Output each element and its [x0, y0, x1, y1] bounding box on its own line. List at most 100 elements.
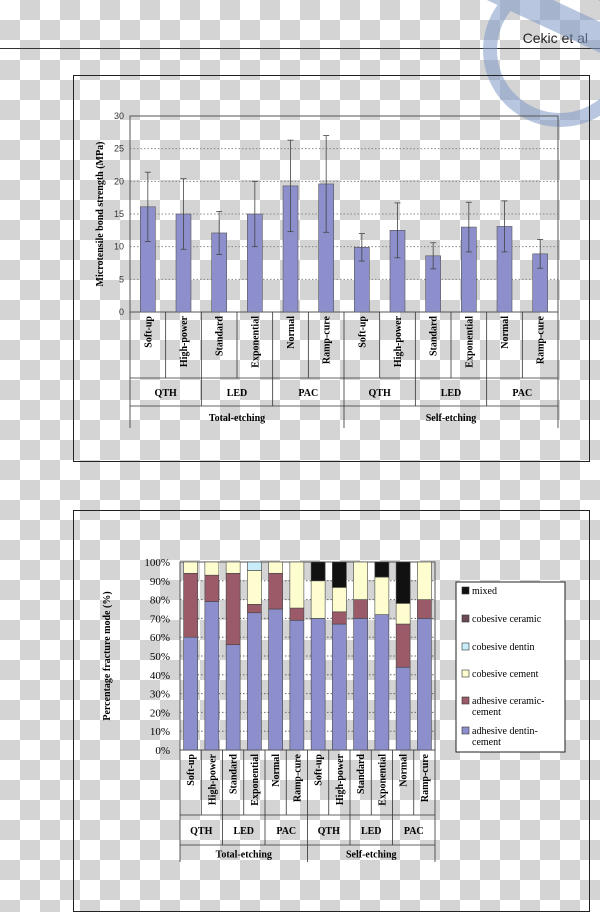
bar-segment — [332, 611, 347, 625]
category-label: Standard — [229, 754, 240, 794]
figure-frame-top — [73, 75, 590, 462]
bar-segment — [310, 618, 326, 751]
category-label: Normal — [271, 754, 282, 787]
y-tick-label: 15 — [114, 209, 124, 219]
legend-label: cobesive dentin — [472, 642, 534, 653]
y-tick-label: 60% — [150, 632, 170, 644]
y-tick-label: 80% — [150, 595, 170, 607]
supergroup-label: Total-etching — [216, 850, 272, 861]
y-tick-label: 70% — [150, 613, 170, 625]
group-label: QTH — [318, 826, 340, 837]
bar-segment — [268, 561, 283, 574]
legend-label: cobesive cement — [472, 669, 539, 680]
bar-segment — [289, 561, 305, 609]
group-label: QTH — [369, 388, 391, 399]
bar-segment — [247, 570, 262, 605]
category-label: Ramp-cure — [536, 315, 547, 364]
bar-segment — [183, 561, 198, 574]
category-label: Exponential — [464, 316, 475, 368]
bar-segment — [374, 561, 390, 578]
y-tick-label: 25 — [114, 144, 124, 154]
category-label: Ramp-cure — [292, 753, 303, 802]
bar-segment — [353, 599, 368, 619]
supergroup-label: Self-etching — [346, 850, 397, 861]
bar-segment — [204, 574, 220, 602]
category-label: Soft-up — [314, 754, 325, 786]
bar-segment — [225, 644, 241, 751]
group-label: LED — [227, 388, 248, 399]
group-label: LED — [361, 826, 382, 837]
legend-label: cement — [472, 707, 501, 718]
bar-segment — [395, 561, 411, 604]
category-label: Normal — [399, 754, 410, 787]
category-label: High-power — [179, 315, 190, 367]
legend-swatch — [461, 642, 470, 651]
y-axis-title: Microtensile bond strength (MPa) — [95, 142, 106, 287]
category-label: High-power — [207, 753, 218, 805]
y-axis-title: Percentage fracture mode (%) — [102, 591, 113, 720]
bar-segment — [395, 666, 411, 751]
bar-segment — [225, 572, 241, 646]
y-tick-label: 5 — [119, 274, 124, 284]
group-label: QTH — [155, 388, 177, 399]
y-tick-label: 10% — [150, 726, 170, 738]
y-tick-label: 40% — [150, 670, 170, 682]
bar-segment — [289, 619, 305, 751]
bar-segment — [247, 561, 262, 571]
category-label: Exponential — [250, 754, 261, 806]
category-label: Soft-up — [357, 316, 368, 348]
bar-segment — [417, 618, 432, 751]
bar-segment — [353, 561, 368, 600]
y-tick-label: 100% — [144, 557, 170, 569]
group-label: PAC — [298, 388, 318, 399]
bar-segment — [395, 603, 411, 625]
category-label: High-power — [393, 315, 404, 367]
group-label: PAC — [404, 826, 424, 837]
category-label: High-power — [335, 753, 346, 805]
header-rule — [0, 48, 600, 49]
bar-segment — [395, 623, 411, 668]
bar-segment — [204, 601, 220, 751]
legend-label: cement — [472, 737, 501, 748]
category-label: Exponential — [377, 754, 388, 806]
supergroup-label: Total-etching — [209, 413, 265, 424]
supergroup-label: Self-etching — [426, 413, 477, 424]
y-tick-label: 50% — [150, 651, 170, 663]
bar-segment — [332, 587, 347, 613]
category-label: Standard — [429, 316, 440, 356]
bar-segment — [417, 599, 432, 619]
y-tick-label: 0% — [155, 745, 170, 757]
category-label: Soft-up — [186, 754, 197, 786]
bar-segment — [310, 580, 326, 619]
bar-segment — [332, 561, 347, 588]
legend-swatch — [461, 586, 470, 595]
bar-segment — [374, 576, 390, 615]
bar-segment — [353, 618, 368, 751]
y-tick-label: 0 — [119, 307, 124, 317]
legend-box — [455, 581, 566, 753]
category-label: Soft-up — [143, 316, 154, 348]
bar-segment — [183, 572, 198, 638]
legend-swatch — [461, 669, 470, 678]
y-tick-label: 20% — [150, 707, 170, 719]
bar-segment — [268, 572, 283, 610]
bar-segment — [247, 612, 262, 751]
bar-segment — [332, 623, 347, 751]
bar-segment — [374, 614, 390, 751]
category-label: Exponential — [250, 316, 261, 368]
y-tick-label: 30 — [114, 111, 124, 121]
watermark-stamp — [471, 0, 600, 127]
bar-segment — [289, 607, 305, 621]
category-label: Normal — [286, 316, 297, 349]
group-label: LED — [233, 826, 254, 837]
group-label: PAC — [512, 388, 532, 399]
y-tick-label: 10 — [114, 242, 124, 252]
legend-label: adhesive dentin- — [472, 726, 538, 737]
category-label: Standard — [215, 316, 226, 356]
bar-segment — [310, 561, 326, 582]
y-tick-label: 30% — [150, 689, 170, 701]
bar-segment — [417, 561, 432, 600]
legend-label: mixed — [472, 586, 497, 597]
bar-segment — [204, 561, 220, 576]
legend-swatch — [461, 696, 470, 705]
